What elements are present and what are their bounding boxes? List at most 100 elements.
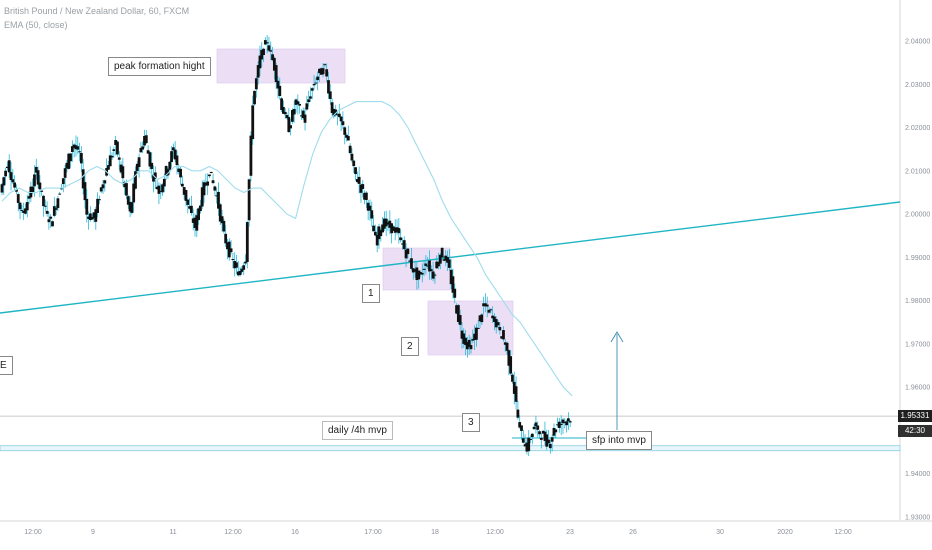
candle-body (101, 184, 105, 189)
candle-body (527, 437, 531, 452)
candle-body (67, 153, 71, 169)
zone-box-1 (216, 48, 346, 84)
candle-body (471, 339, 475, 341)
candle-body (245, 222, 249, 263)
candle-body (0, 184, 4, 193)
candle-body (543, 431, 547, 441)
candle-body (7, 160, 11, 173)
candle-body (197, 208, 201, 221)
candle-body (460, 330, 464, 339)
candle-body (36, 170, 40, 185)
candle-body (108, 155, 112, 167)
candle-body (561, 419, 565, 424)
candle-body (2, 177, 6, 186)
y-tick-label: 1.98000 (905, 298, 930, 305)
candle-body (305, 103, 309, 110)
candle-body (568, 421, 572, 423)
x-tick-label: 30 (716, 529, 724, 536)
candle-body (65, 162, 69, 169)
candle-body (242, 265, 246, 270)
x-tick-label: 9 (91, 529, 95, 536)
candle-body (271, 54, 274, 61)
candle-body (330, 102, 334, 113)
candle-body (78, 151, 81, 153)
candle-body (18, 202, 22, 210)
candle-body (541, 430, 545, 434)
candle-body (550, 437, 554, 442)
candle-body (500, 336, 504, 339)
x-tick-label: 12:00 (486, 529, 504, 536)
ascending-trendline (0, 201, 901, 314)
candle-body (547, 439, 550, 444)
candle-body (377, 226, 381, 240)
candle-body (49, 216, 53, 219)
candle-body (61, 178, 65, 185)
candle-body (392, 226, 395, 231)
candle-body (236, 271, 240, 276)
candle-body (345, 134, 348, 138)
peak-annotation[interactable]: peak formation hight (108, 57, 211, 76)
candle-body (281, 107, 285, 114)
candle-body (263, 40, 267, 45)
candle-body (364, 192, 368, 200)
label-1[interactable]: 1 (362, 284, 380, 303)
candle-body (25, 202, 29, 211)
candle-body (489, 309, 493, 311)
x-tick-label: 12:00 (834, 529, 852, 536)
candle-body (153, 172, 157, 179)
candle-body (31, 186, 35, 193)
candle-body (141, 146, 145, 150)
candle-body (557, 421, 561, 428)
candle-body (422, 268, 426, 270)
candle-body (431, 271, 435, 279)
candle-body (52, 206, 56, 216)
candle-body (240, 268, 244, 272)
candle-body (206, 181, 210, 186)
mvp-annotation[interactable]: daily /4h mvp (322, 421, 393, 440)
candle-body (399, 237, 403, 241)
candle-body (16, 194, 20, 203)
candle-body (428, 260, 431, 272)
candle-body (321, 68, 325, 75)
candle-body (440, 247, 444, 258)
candle-body (498, 326, 502, 331)
candle-body (220, 216, 224, 224)
candle-body (419, 271, 422, 275)
candle-body (292, 109, 296, 115)
y-tick-label: 1.93000 (905, 515, 930, 522)
projection-arrow-head (610, 331, 624, 343)
candle-body (536, 425, 540, 430)
candle-body (280, 98, 283, 110)
candle-body (467, 339, 471, 347)
candle-body (287, 117, 291, 133)
candle-body (417, 270, 421, 280)
candle-body (529, 439, 532, 441)
candle-body (410, 258, 413, 269)
candle-body (348, 145, 352, 154)
candle-body (157, 185, 161, 194)
mvp-level-band (0, 445, 901, 452)
candle-body (33, 174, 36, 187)
candle-body (276, 80, 280, 89)
candle-body (449, 269, 453, 285)
label-3[interactable]: 3 (462, 413, 480, 432)
candle-body (83, 182, 87, 201)
candle-body (507, 350, 511, 366)
label-2[interactable]: 2 (401, 337, 419, 356)
y-tick-label: 1.96000 (905, 385, 930, 392)
candle-body (54, 208, 58, 210)
sfp-annotation[interactable]: sfp into mvp (586, 431, 652, 450)
candle-body (438, 254, 442, 264)
y-tick-label: 2.01000 (905, 168, 930, 175)
candle-body (90, 217, 94, 220)
candle-body (123, 181, 127, 188)
candle-body (563, 421, 567, 423)
candle-body (453, 288, 457, 298)
candle-body (476, 327, 480, 329)
candle-body (235, 262, 238, 268)
candle-body (22, 210, 26, 213)
candle-body (554, 429, 558, 433)
candle-body (110, 155, 114, 158)
candle-body (150, 162, 154, 169)
